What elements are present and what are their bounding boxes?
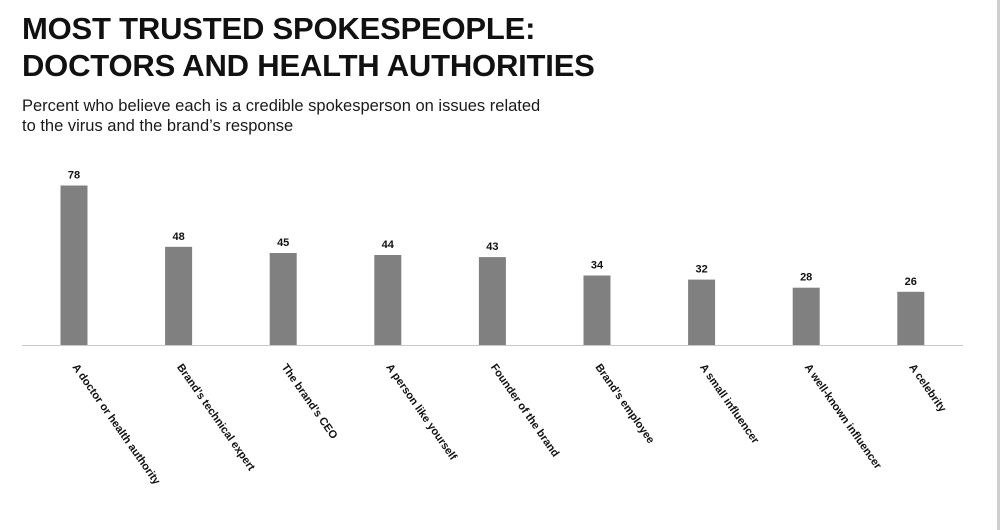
data-label-2: 48 bbox=[172, 231, 184, 243]
category-label-9: A celebrity bbox=[906, 362, 948, 415]
data-label-3: 45 bbox=[277, 237, 289, 249]
data-label-7: 32 bbox=[695, 264, 707, 276]
category-label-6: Brand’s employee bbox=[593, 362, 657, 446]
data-label-4: 44 bbox=[382, 239, 395, 251]
data-label-9: 26 bbox=[905, 276, 917, 288]
category-label-7: A small influencer bbox=[697, 362, 761, 447]
bar-9 bbox=[897, 291, 925, 345]
bar-1 bbox=[60, 185, 88, 345]
bar-8 bbox=[792, 287, 820, 345]
data-label-1: 78 bbox=[68, 170, 80, 182]
bar-5 bbox=[478, 257, 506, 345]
chart-title-line-2: DOCTORS AND HEALTH AUTHORITIES bbox=[22, 48, 595, 83]
bar-2 bbox=[165, 246, 193, 345]
chart-title: MOST TRUSTED SPOKESPEOPLE: DOCTORS AND H… bbox=[22, 10, 595, 84]
data-label-8: 28 bbox=[800, 272, 812, 284]
category-label-3: The brand’s CEO bbox=[279, 362, 340, 442]
bar-3 bbox=[269, 253, 297, 345]
category-label-2: Brand’s technical expert bbox=[174, 362, 257, 473]
data-label-6: 34 bbox=[591, 260, 604, 272]
chart-subtitle-line-2: to the virus and the brand’s response bbox=[22, 117, 294, 135]
chart-subtitle-line-1: Percent who believe each is a credible s… bbox=[22, 97, 541, 115]
page-edge-divider bbox=[997, 0, 1000, 530]
bar-4 bbox=[374, 255, 402, 345]
bar-6 bbox=[583, 275, 611, 345]
bar-7 bbox=[688, 279, 716, 345]
category-label-8: A well-known influencer bbox=[802, 362, 884, 472]
category-label-1: A doctor or health authority bbox=[70, 362, 163, 488]
category-label-5: Founder of the brand bbox=[488, 362, 561, 459]
chart-subtitle: Percent who believe each is a credible s… bbox=[22, 96, 540, 136]
chart-title-line-1: MOST TRUSTED SPOKESPEOPLE: bbox=[22, 11, 536, 46]
category-label-4: A person like yourself bbox=[383, 362, 459, 463]
data-label-5: 43 bbox=[486, 241, 498, 253]
